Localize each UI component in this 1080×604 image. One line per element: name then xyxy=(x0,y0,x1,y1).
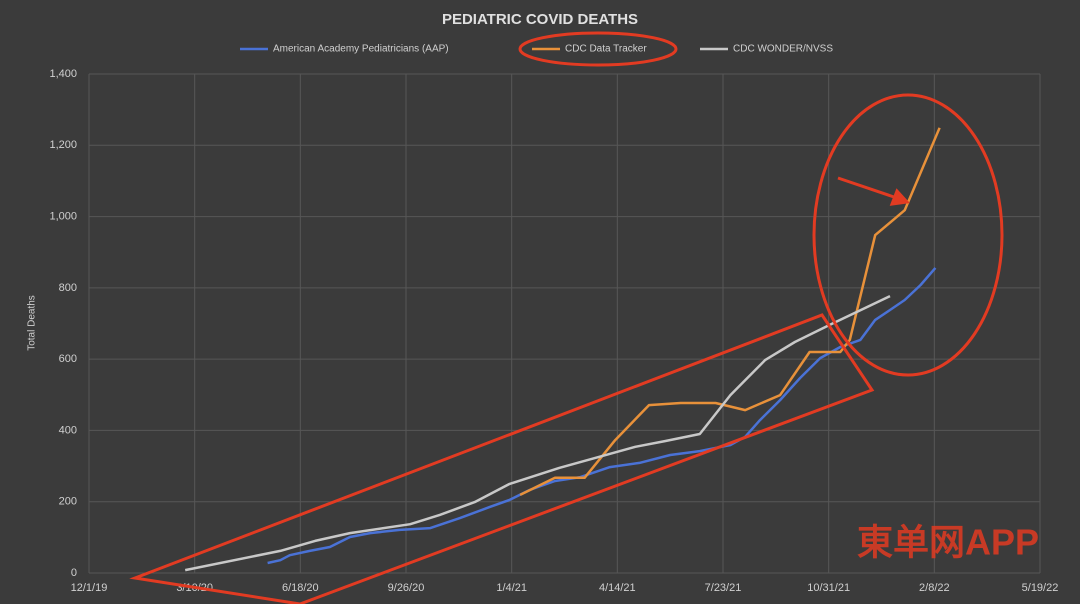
annotations xyxy=(129,31,1004,604)
legend-highlight xyxy=(518,31,678,67)
chart-title: PEDIATRIC COVID DEATHS xyxy=(442,11,638,28)
x-tick-label: 5/19/22 xyxy=(1022,582,1059,594)
legend: American Academy Pediatricians (AAP) CDC … xyxy=(240,44,833,55)
arrow xyxy=(837,176,901,201)
y-tick-label: 0 xyxy=(71,567,77,579)
y-tick-label: 600 xyxy=(59,353,77,365)
legend-label: CDC WONDER/NVSS xyxy=(733,44,833,55)
legend-label: CDC Data Tracker xyxy=(565,44,647,55)
x-tick-label: 4/14/21 xyxy=(599,582,636,594)
highlight-box xyxy=(129,313,875,604)
x-tick-label: 1/4/21 xyxy=(496,582,527,594)
x-tick-label: 7/23/21 xyxy=(705,582,742,594)
y-tick-label: 400 xyxy=(59,424,77,436)
arrow-head xyxy=(889,188,911,206)
x-tick-label: 12/1/19 xyxy=(71,582,108,594)
y-axis-label: Total Deaths xyxy=(27,295,38,351)
legend-label: American Academy Pediatricians (AAP) xyxy=(273,44,449,55)
y-tick-label: 1,200 xyxy=(49,139,77,151)
y-tick-label: 1,400 xyxy=(49,68,77,80)
highlight-ellipse xyxy=(812,93,1004,377)
watermark: 東单网APP xyxy=(857,522,1039,563)
series-line xyxy=(184,294,891,572)
x-tick-label: 2/8/22 xyxy=(919,582,950,594)
x-tick-label: 6/18/20 xyxy=(282,582,319,594)
series-line xyxy=(519,127,941,497)
y-tick-label: 1,000 xyxy=(49,210,77,222)
x-tick-label: 10/31/21 xyxy=(807,582,850,594)
series-line xyxy=(267,267,937,565)
x-tick-label: 9/26/20 xyxy=(388,582,425,594)
y-tick-label: 200 xyxy=(59,496,77,508)
lines xyxy=(184,127,941,572)
y-tick-label: 800 xyxy=(59,282,77,294)
